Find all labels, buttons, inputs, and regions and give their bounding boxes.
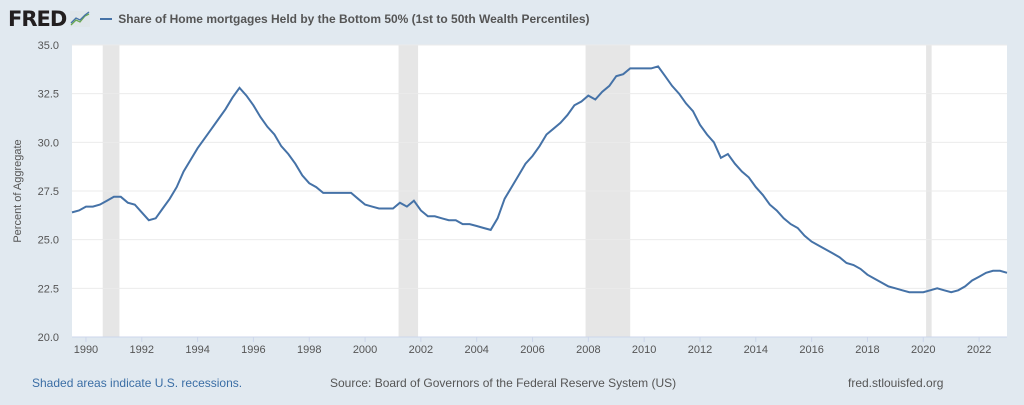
y-tick-label: 27.5 bbox=[38, 186, 59, 198]
y-axis-label: Percent of Aggregate bbox=[12, 139, 24, 242]
x-tick-label: 2020 bbox=[911, 344, 935, 356]
y-tick-label: 22.5 bbox=[38, 283, 59, 295]
y-tick-label: 35.0 bbox=[38, 40, 59, 52]
chart-logo-icon bbox=[70, 11, 91, 27]
y-tick-label: 20.0 bbox=[38, 332, 59, 344]
x-tick-label: 1998 bbox=[297, 344, 321, 356]
x-tick-label: 2008 bbox=[576, 344, 600, 356]
x-tick-label: 1996 bbox=[241, 344, 265, 356]
x-tick-label: 2012 bbox=[688, 344, 712, 356]
series-line bbox=[71, 65, 1008, 294]
x-tick-label: 2014 bbox=[744, 344, 768, 356]
y-tick-label: 32.5 bbox=[38, 89, 59, 101]
site-link[interactable]: fred.stlouisfed.org bbox=[848, 376, 944, 390]
x-tick-label: 1994 bbox=[185, 344, 209, 356]
x-tick-label: 2016 bbox=[799, 344, 823, 356]
series-title[interactable]: Share of Home mortgages Held by the Bott… bbox=[118, 12, 590, 26]
x-tick-label: 2018 bbox=[855, 344, 879, 356]
fred-logo[interactable]: FRED bbox=[8, 7, 67, 31]
x-tick-label: 2006 bbox=[520, 344, 544, 356]
recession-note-link[interactable]: Shaded areas indicate U.S. recessions. bbox=[32, 376, 243, 390]
legend-line-swatch bbox=[100, 18, 113, 20]
chart-header: FRED Share of Home mortgages Held by the… bbox=[8, 7, 590, 31]
x-tick-label: 2010 bbox=[632, 344, 656, 356]
y-tick-label: 25.0 bbox=[38, 235, 59, 247]
x-tick-label: 2000 bbox=[353, 344, 377, 356]
x-tick-label: 1992 bbox=[130, 344, 154, 356]
source-text: Source: Board of Governors of the Federa… bbox=[330, 376, 677, 390]
y-tick-label: 30.0 bbox=[38, 137, 59, 149]
x-tick-label: 1990 bbox=[74, 344, 98, 356]
x-tick-label: 2022 bbox=[967, 344, 991, 356]
x-tick-label: 2002 bbox=[409, 344, 433, 356]
x-tick-label: 2004 bbox=[464, 344, 488, 356]
